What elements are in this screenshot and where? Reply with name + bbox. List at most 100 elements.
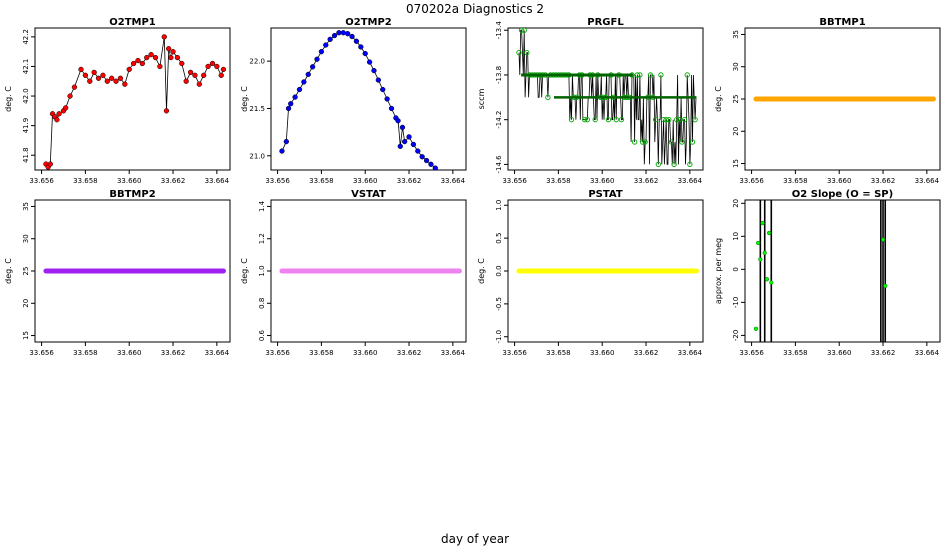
panel-p5: BBTMP2 deg. C 33.656 33.658 33.660 33.662 33.6… (4, 189, 231, 357)
prgfl-point (584, 117, 590, 123)
y-tick-label: 1.0 (495, 200, 503, 211)
y-tick-label: 10 (732, 232, 740, 241)
slope-point (764, 277, 770, 282)
series-point (126, 66, 132, 73)
y-tick-label: 20 (732, 199, 740, 208)
series-point (168, 54, 174, 61)
x-tick-label: 33.662 (161, 349, 186, 357)
y-tick-label: 41.9 (22, 118, 30, 134)
prgfl-point (639, 139, 646, 145)
y-axis-label: deg. C (4, 258, 13, 284)
series-point (220, 66, 227, 73)
y-tick-label: -1.0 (495, 330, 503, 344)
panel-p7: PSTAT deg. C 33.656 33.658 33.660 33.662 33.66… (477, 189, 704, 357)
slope-point (769, 280, 774, 285)
y-tick-label: 42.1 (22, 59, 30, 75)
plot-frame (744, 199, 941, 343)
series-point (218, 72, 224, 78)
panel-p1: O2TMP1 deg. C 33.656 33.658 33.660 33.662 33.6… (4, 17, 231, 185)
series-point (183, 78, 189, 84)
x-tick-label: 33.664 (205, 177, 230, 185)
series-point (283, 138, 289, 145)
y-axis-label: deg. C (240, 86, 249, 112)
y-axis-label: deg. C (4, 86, 13, 112)
prgfl-point (681, 117, 688, 123)
series-point (309, 64, 316, 70)
series-point (358, 44, 364, 50)
y-tick-label: -14.2 (495, 111, 503, 129)
y-tick-label: 15 (732, 159, 740, 168)
series-point (209, 60, 216, 67)
series-point (285, 105, 292, 112)
prgfl-point (655, 161, 661, 168)
plot-frame (507, 27, 704, 171)
series-point (113, 78, 119, 84)
prgfl-point (663, 117, 669, 123)
y-axis-label: deg. C (240, 258, 249, 284)
y-tick-label: 42.2 (22, 29, 30, 45)
series-point (423, 157, 430, 164)
panel-p3: PRGFL sccm 33.656 33.658 33.660 33.662 33.664 -… (477, 17, 704, 185)
y-tick-label: 15 (22, 331, 30, 340)
prgfl-point (658, 72, 664, 78)
x-tick-label: 33.664 (441, 177, 466, 185)
prgfl-point (671, 161, 677, 168)
series-point (91, 69, 97, 76)
x-tick-label: 33.656 (29, 349, 54, 357)
x-tick-label: 33.662 (397, 177, 422, 185)
series-point (192, 72, 198, 78)
plot-area (43, 34, 227, 170)
series-point (314, 56, 320, 62)
y-axis-label: deg. C (714, 86, 723, 112)
x-tick-label: 33.664 (441, 349, 466, 357)
series-point (336, 30, 342, 36)
x-tick-label: 33.656 (265, 177, 290, 185)
series-point (380, 86, 386, 93)
series-point (402, 138, 408, 145)
y-tick-label: 1.2 (258, 233, 266, 244)
x-tick-label: 33.656 (265, 349, 290, 357)
prgfl-point (684, 72, 690, 78)
y-tick-label: -0.5 (495, 297, 503, 311)
x-tick-label: 33.664 (915, 349, 940, 357)
prgfl-point (545, 94, 551, 100)
figure-title: 070202a Diagnostics 2 (406, 2, 544, 16)
series-point (362, 50, 368, 57)
prgfl-point (687, 161, 693, 168)
slope-point (756, 240, 761, 246)
series-point (340, 30, 346, 36)
y-tick-label: 42.0 (22, 88, 30, 104)
x-tick-label: 33.662 (161, 177, 186, 185)
x-tick-label: 33.656 (502, 349, 527, 357)
panel-p6: VSTAT deg. C 33.656 33.658 33.660 33.662 33.66… (240, 189, 467, 357)
y-tick-label: 35 (732, 30, 740, 39)
series-point (100, 72, 106, 78)
prgfl-point (634, 72, 640, 78)
series-point (47, 161, 53, 167)
series-point (163, 108, 170, 114)
prgfl-series-line (518, 29, 697, 165)
prgfl-point (516, 49, 522, 56)
y-tick-label: 41.8 (22, 147, 30, 163)
series-point (63, 105, 69, 111)
y-tick-label: 0.5 (495, 233, 503, 244)
series-point (56, 111, 62, 117)
series-point (457, 187, 462, 192)
series-point (437, 170, 442, 175)
series-point (122, 81, 128, 87)
series-point (117, 75, 124, 81)
x-tick-label: 33.664 (678, 177, 703, 185)
series-point (161, 34, 167, 40)
prgfl-point (642, 139, 648, 145)
series-point (187, 69, 194, 76)
series-point (415, 148, 421, 154)
series-point (71, 84, 78, 90)
prgfl-point (647, 72, 654, 78)
x-tick-label: 33.660 (827, 349, 852, 357)
panel-title: BBTMP2 (109, 189, 155, 200)
x-tick-label: 33.656 (502, 177, 527, 185)
series-point (410, 141, 417, 148)
series-point (201, 72, 207, 78)
slope-point (760, 221, 765, 226)
series-point (318, 49, 325, 55)
